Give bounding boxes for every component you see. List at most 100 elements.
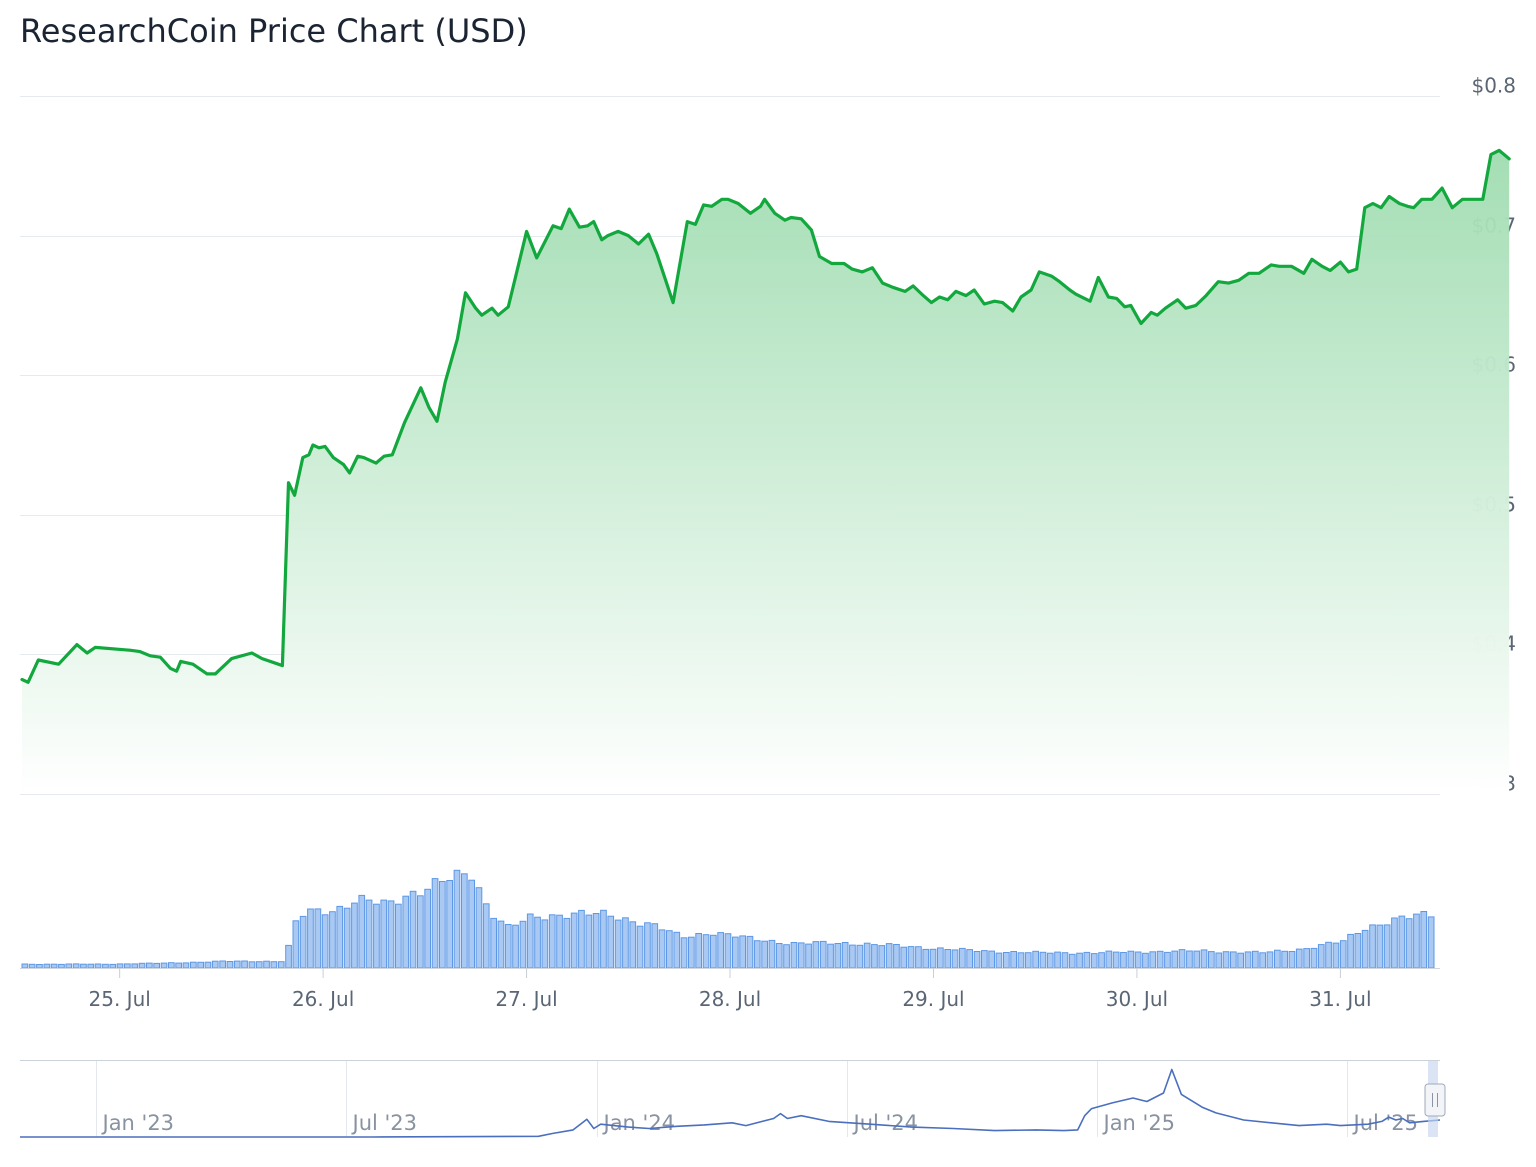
volume-bar: [1274, 949, 1281, 969]
volume-bar: [1046, 952, 1054, 969]
x-tick-label: 25. Jul: [89, 987, 151, 1011]
volume-bar: [1068, 953, 1076, 969]
volume-bar: [1061, 952, 1069, 969]
volume-bar: [358, 894, 366, 969]
volume-bar: [461, 873, 468, 969]
volume-bar: [988, 950, 995, 969]
volume-bar: [1215, 952, 1223, 969]
volume-bar: [702, 934, 710, 969]
volume-bar: [204, 961, 212, 969]
volume-bar: [1112, 951, 1120, 969]
volume-bar: [1339, 940, 1347, 969]
volume-bar: [241, 960, 248, 969]
volume-bar: [402, 895, 410, 969]
volume-bar: [512, 924, 519, 969]
y-tick-label: $0.8: [1471, 74, 1516, 98]
volume-bar: [1369, 924, 1376, 969]
navigator-tick-label: Jul '23: [351, 1111, 418, 1135]
volume-bar: [790, 942, 798, 969]
volume-bar: [812, 941, 820, 969]
volume-bar: [629, 921, 637, 969]
volume-bar: [160, 962, 168, 969]
volume-bar: [900, 946, 908, 969]
volume-bar: [746, 935, 754, 969]
range-navigator[interactable]: Jan '23 Jul '23 Jan '24 Jul '24 Jan '25 Jul '…: [20, 1060, 1446, 1138]
volume-bar: [87, 963, 95, 969]
volume-bar: [124, 963, 131, 969]
volume-bar: [321, 914, 329, 969]
volume-bar: [644, 922, 651, 969]
volume-bar: [109, 963, 117, 969]
volume-bar: [556, 914, 563, 969]
volume-bar: [849, 944, 856, 969]
volume-bar: [1391, 917, 1398, 969]
volume-bar: [1039, 951, 1047, 969]
navigator-tick-label: Jan '24: [602, 1111, 676, 1135]
volume-bar: [1149, 951, 1157, 969]
volume-bar: [102, 963, 109, 969]
volume-bar: [695, 933, 702, 969]
volume-bar: [1376, 924, 1384, 969]
navigator-tick-label: Jan '23: [101, 1111, 175, 1135]
volume-bar: [263, 960, 270, 969]
volume-bar: [666, 930, 673, 969]
volume-bar: [1295, 948, 1303, 969]
volume-bar: [1193, 950, 1201, 969]
navigator-tick-label: Jan '25: [1102, 1111, 1176, 1135]
volume-bar: [1288, 951, 1296, 969]
volume-bar: [710, 934, 717, 969]
volume-bar: [863, 942, 871, 969]
volume-bar: [563, 917, 571, 969]
volume-bar: [211, 960, 219, 969]
volume-bar: [1156, 950, 1164, 969]
volume-bar: [380, 899, 388, 969]
volume-bar: [292, 920, 300, 969]
volume-bar: [72, 963, 80, 969]
volume-bar: [1090, 953, 1098, 969]
volume-bar: [1259, 952, 1267, 969]
x-tick-label: 27. Jul: [495, 987, 557, 1011]
volume-bar: [343, 907, 351, 969]
volume-bars: [21, 869, 1435, 969]
volume-bar: [688, 936, 695, 969]
volume-bar: [775, 943, 783, 969]
volume-bar: [58, 963, 65, 969]
volume-bar: [1003, 952, 1010, 969]
volume-bar: [285, 944, 292, 969]
volume-bar: [739, 935, 746, 969]
price-series-line[interactable]: [20, 148, 1511, 684]
volume-bar: [1427, 916, 1435, 969]
volume-bar: [1332, 942, 1340, 969]
volume-bar: [548, 914, 556, 969]
volume-bar: [907, 946, 915, 969]
volume-bar: [622, 917, 629, 969]
volume-bar: [1252, 950, 1259, 969]
volume-bar: [768, 939, 776, 969]
volume-bar: [951, 949, 959, 969]
volume-bar: [1208, 951, 1215, 969]
volume-bar: [1281, 950, 1289, 969]
volume-bar: [497, 920, 505, 969]
navigator-labels: Jan '23 Jul '23 Jan '24 Jul '24 Jan '25 Jul '…: [101, 1111, 1419, 1135]
navigator-handle[interactable]: [1424, 1083, 1446, 1117]
volume-bar: [146, 962, 153, 969]
volume-bar: [329, 911, 336, 969]
volume-bar: [995, 952, 1003, 969]
volume-bar: [732, 936, 739, 969]
volume-bar: [409, 890, 417, 969]
volume-bar: [138, 962, 146, 969]
volume-bar: [226, 961, 234, 969]
volume-bar: [482, 903, 490, 969]
volume-bar: [1230, 951, 1237, 969]
volume-bar: [578, 909, 585, 969]
volume-bar: [490, 917, 497, 969]
volume-bar: [607, 915, 615, 969]
volume-bar: [1134, 951, 1142, 969]
volume-bar: [717, 932, 724, 969]
volume-bar: [446, 880, 453, 969]
volume-bar: [1361, 929, 1369, 969]
volume-bar: [270, 961, 278, 969]
volume-bar: [1142, 952, 1149, 969]
x-tick-label: 26. Jul: [292, 987, 354, 1011]
